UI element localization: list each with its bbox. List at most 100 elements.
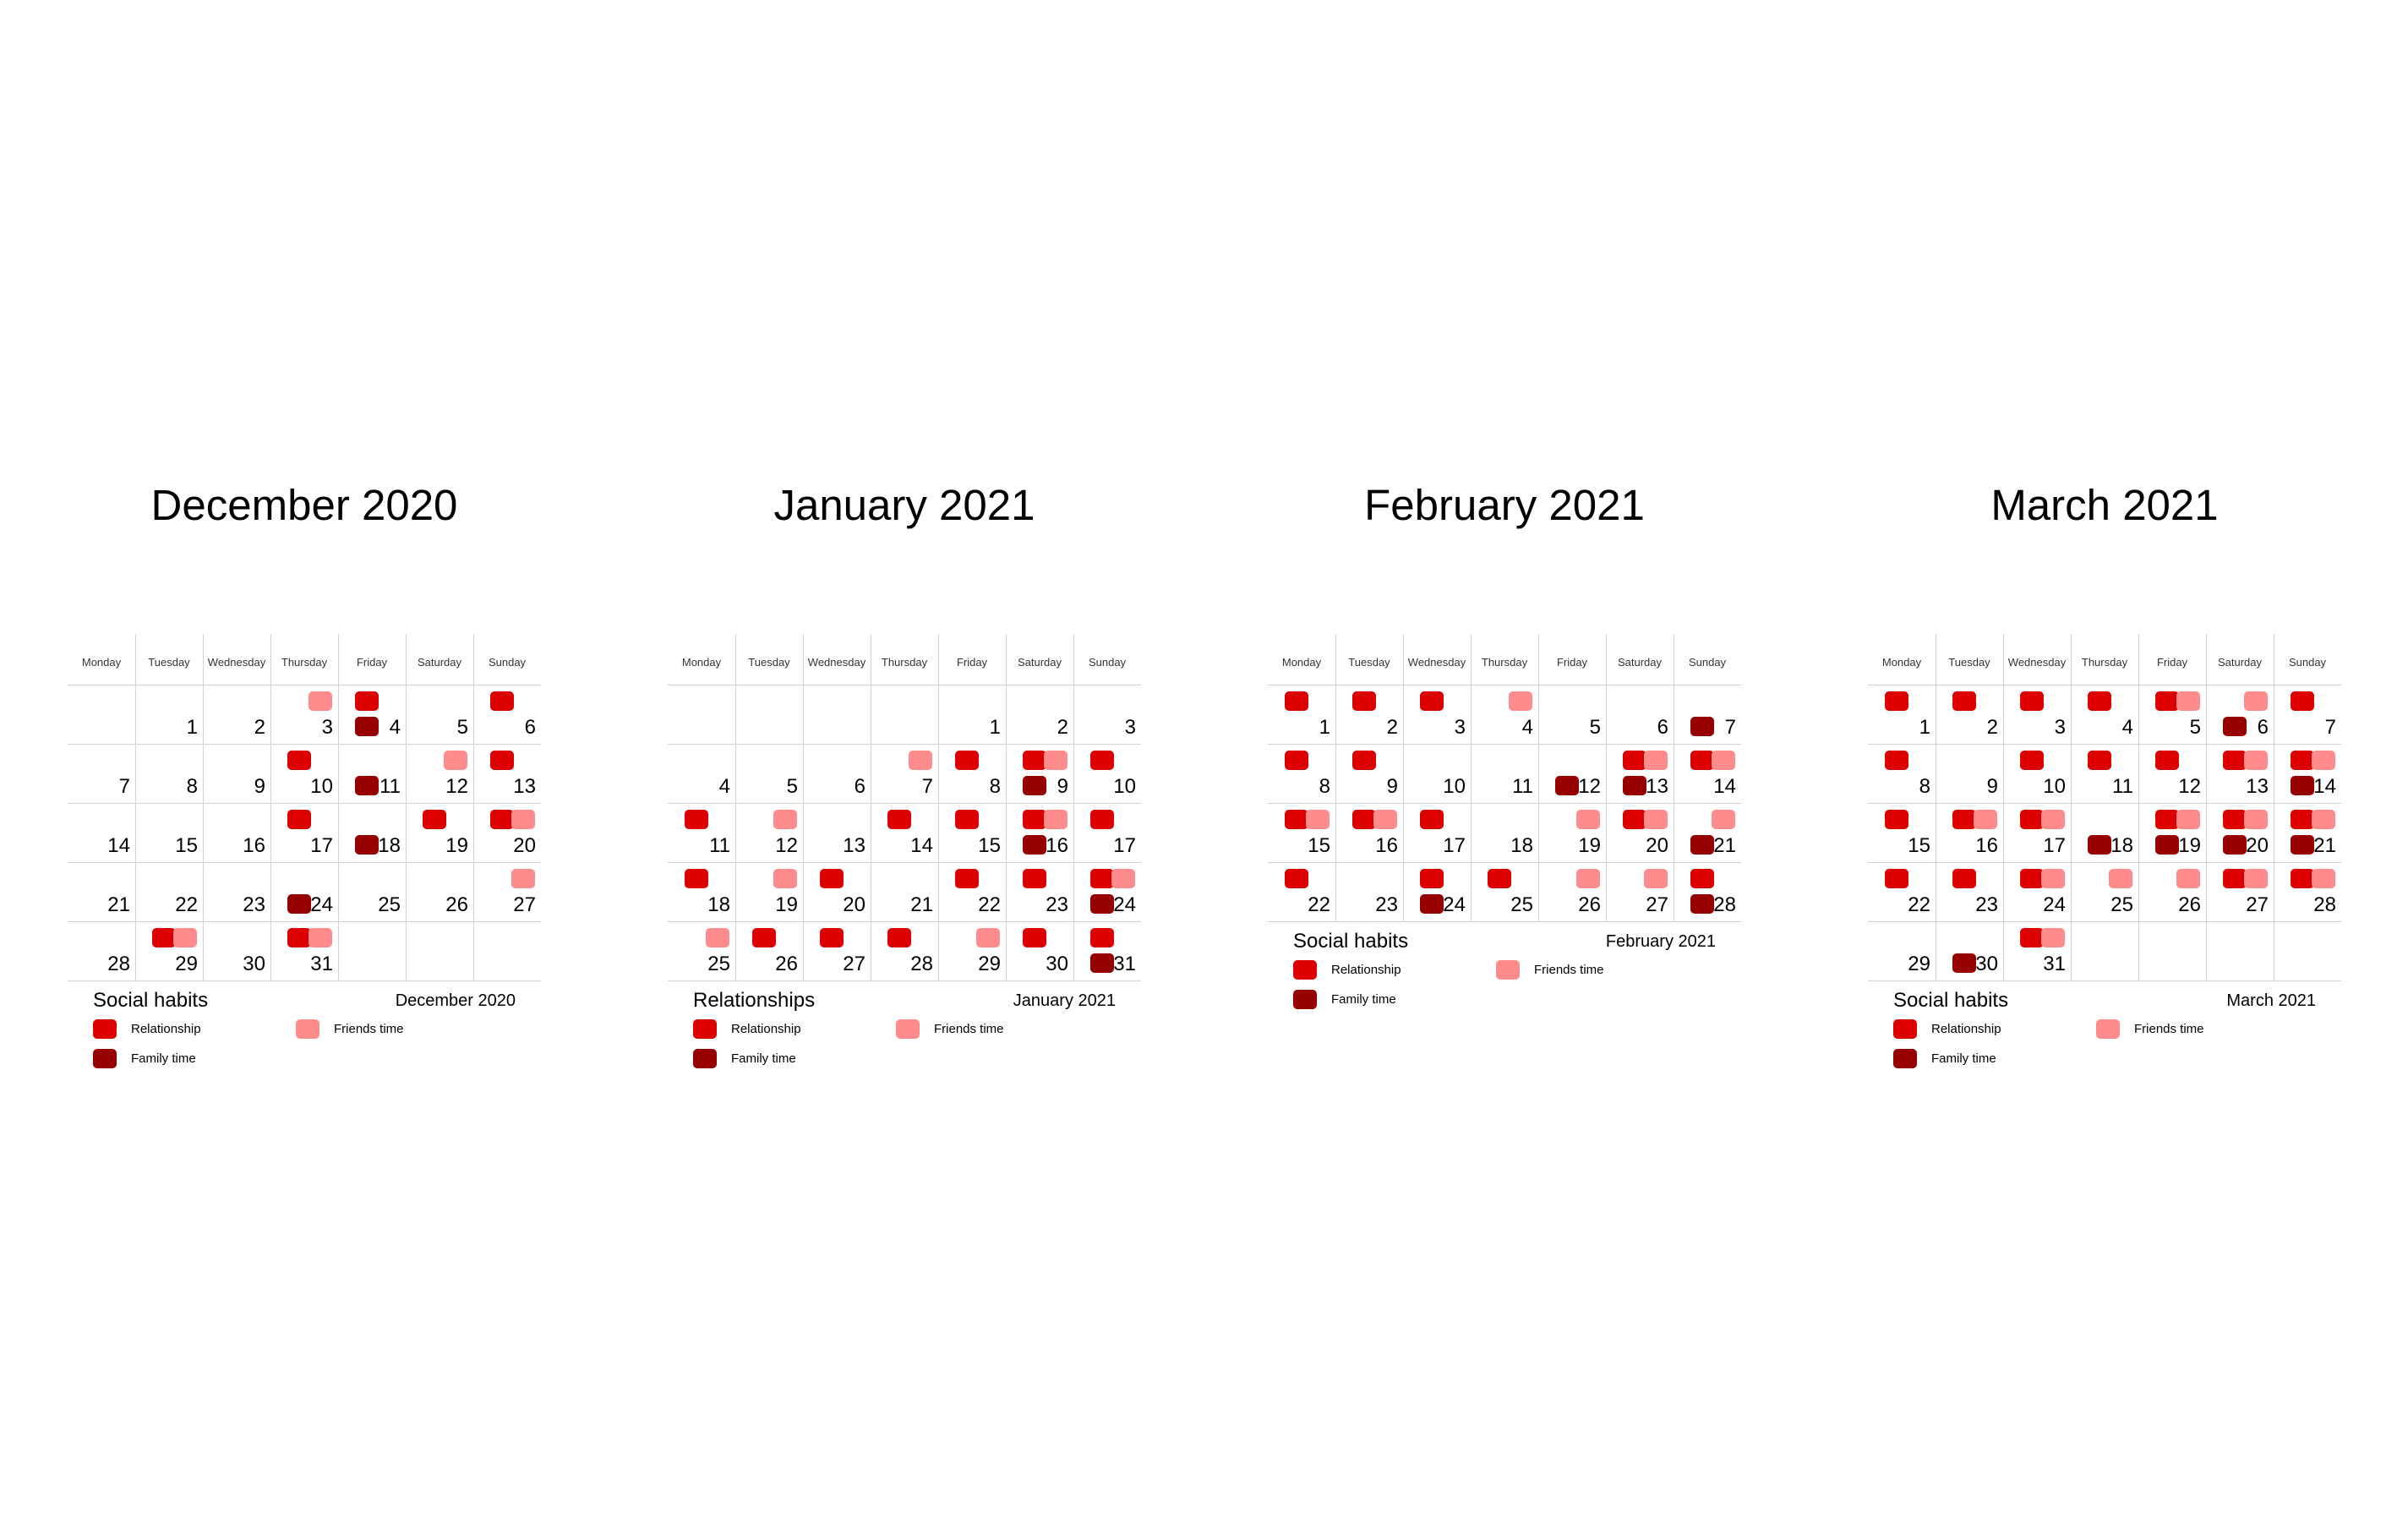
day-number: 23 [1046, 893, 1068, 916]
event-marker [1420, 691, 1444, 711]
grid-row-line [68, 744, 541, 745]
grid-col-line [1403, 634, 1404, 921]
day-number: 16 [243, 834, 265, 857]
weekday-label: Monday [1881, 656, 1922, 669]
grid-col-line [270, 634, 271, 980]
event-marker [1023, 810, 1046, 829]
event-marker [1023, 751, 1046, 770]
event-marker [2244, 810, 2268, 829]
event-marker [287, 928, 311, 947]
month-title: March 2021 [1990, 481, 2219, 529]
event-marker [752, 928, 776, 947]
day-cell: 19 [1538, 803, 1606, 862]
day-cell: 4 [1471, 685, 1538, 744]
weekday-label: Sunday [1088, 656, 1127, 669]
weekday-label: Saturday [1617, 656, 1663, 669]
legend-label: Family time [1331, 992, 1396, 1007]
event-marker [2041, 810, 2065, 829]
legend: Relationships January 2021 Relationship Fri… [668, 989, 1141, 1090]
legend-label: Family time [131, 1051, 196, 1066]
day-cell: 31 [270, 921, 338, 980]
day-number: 30 [1975, 953, 1998, 975]
day-number: 10 [1443, 775, 1466, 798]
day-number: 3 [321, 716, 333, 739]
day-number: 28 [107, 953, 130, 975]
grid-col-line [1538, 634, 1539, 921]
event-marker [2155, 835, 2179, 855]
day-number: 29 [978, 953, 1001, 975]
day-number: 22 [1308, 893, 1330, 916]
legend-label: Relationship [731, 1022, 801, 1036]
weekday-label: Saturday [417, 656, 462, 669]
day-number: 19 [775, 893, 798, 916]
day-number: 18 [707, 893, 730, 916]
month-calendar: December 2020 Monday Tuesday Wednesday Thurs… [68, 0, 541, 1518]
day-cell: 27 [803, 921, 871, 980]
legend-label: Relationship [1331, 963, 1401, 977]
day-cell: 28 [1674, 862, 1741, 921]
day-cell: 3 [270, 685, 338, 744]
day-cell: 5 [735, 744, 803, 803]
event-marker [309, 928, 332, 947]
day-number: 22 [175, 893, 198, 916]
weekday-label: Friday [1556, 656, 1588, 669]
event-marker [423, 810, 446, 829]
grid-col-line [1006, 634, 1007, 980]
day-cell: 12 [735, 803, 803, 862]
day-cell: 20 [473, 803, 541, 862]
event-marker [2312, 810, 2335, 829]
day-number: 24 [310, 893, 333, 916]
event-marker [1885, 751, 1908, 770]
grid-row-line [1868, 862, 2341, 863]
legend: Social habits March 2021 Relationship Frien… [1868, 989, 2341, 1090]
day-number: 26 [2178, 893, 2201, 916]
event-marker [1576, 810, 1600, 829]
event-marker [2088, 835, 2111, 855]
weekday-label: Saturday [1017, 656, 1062, 669]
weekday-label: Thursday [281, 656, 328, 669]
day-cell: 29 [135, 921, 203, 980]
day-number: 15 [978, 834, 1001, 857]
day-cell: 21 [871, 862, 938, 921]
event-marker [2176, 869, 2200, 888]
legend-label: Friends time [334, 1022, 404, 1036]
day-number: 16 [1046, 834, 1068, 857]
day-cell: 19 [735, 862, 803, 921]
weekday-label: Wednesday [207, 656, 266, 669]
event-marker [1952, 810, 1976, 829]
event-marker [2312, 751, 2335, 770]
event-marker [1090, 869, 1114, 888]
day-cell: 9 [1006, 744, 1073, 803]
day-cell: 2 [1936, 685, 2003, 744]
day-number: 6 [854, 775, 865, 798]
legend-swatch [2096, 1019, 2120, 1039]
grid-col-line [938, 634, 939, 980]
legend-month-label: December 2020 [395, 991, 516, 1010]
event-marker [355, 835, 379, 855]
day-number: 11 [1512, 775, 1533, 798]
legend-month-label: January 2021 [1013, 991, 1116, 1010]
day-cell: 24 [2003, 862, 2071, 921]
day-cell: 21 [68, 862, 135, 921]
day-number: 23 [1975, 893, 1998, 916]
day-cell: 22 [1868, 862, 1936, 921]
grid-row-line [68, 862, 541, 863]
day-number: 26 [445, 893, 468, 916]
event-marker [1373, 810, 1397, 829]
event-marker [706, 928, 729, 947]
event-marker [1712, 810, 1735, 829]
day-number: 1 [1919, 716, 1930, 739]
day-cell: 15 [938, 803, 1006, 862]
day-cell: 18 [1471, 803, 1538, 862]
day-number: 13 [1646, 775, 1668, 798]
day-number: 23 [243, 893, 265, 916]
grid-row-line [668, 862, 1141, 863]
legend-label: Family time [1931, 1051, 1996, 1066]
event-marker [2020, 810, 2044, 829]
day-cell: 29 [1868, 921, 1936, 980]
event-marker [2223, 835, 2247, 855]
day-number: 29 [175, 953, 198, 975]
event-marker [2291, 869, 2314, 888]
event-marker [1090, 751, 1114, 770]
day-cell: 15 [135, 803, 203, 862]
